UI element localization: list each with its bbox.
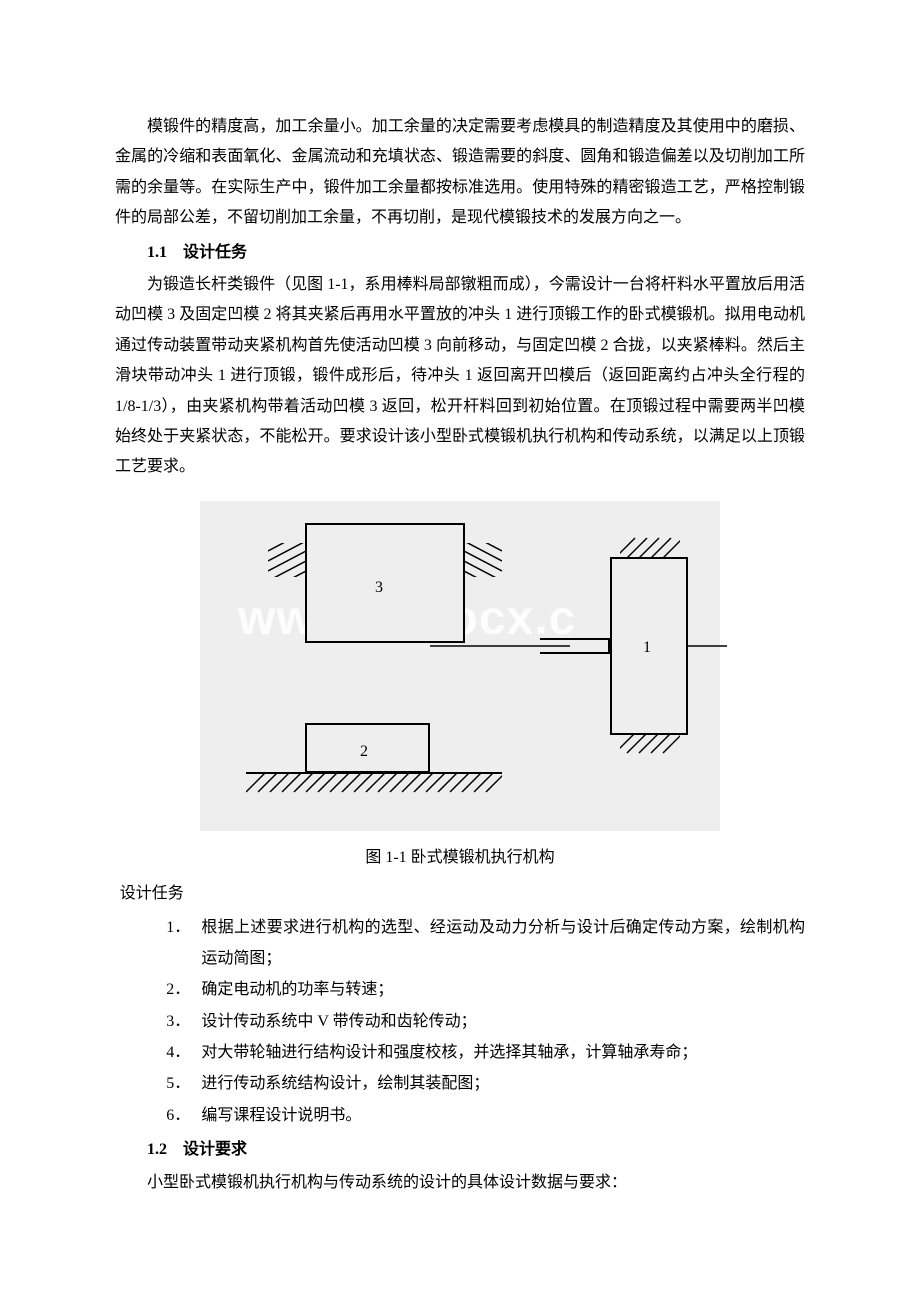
task-number: 3． (166, 1007, 190, 1037)
list-item: 5． 进行传动系统结构设计，绘制其装配图； (166, 1069, 805, 1099)
part-3-box (305, 523, 465, 643)
rod-centerline (430, 645, 570, 647)
list-item: 2． 确定电动机的功率与转速； (166, 975, 805, 1005)
list-item: 4． 对大带轮轴进行结构设计和强度校核，并选择其轴承，计算轴承寿命； (166, 1038, 805, 1068)
task-text: 对大带轮轴进行结构设计和强度校核，并选择其轴承，计算轴承寿命； (201, 1044, 697, 1061)
intro-paragraph: 模锻件的精度高，加工余量小。加工余量的决定需要考虑模具的制造精度及其使用中的磨损… (115, 112, 805, 234)
list-item: 6． 编写课程设计说明书。 (166, 1101, 805, 1131)
hatch-right-lower (620, 733, 680, 759)
figure-1-1-wrapper: www.w docx.c 3 2 1 (200, 501, 720, 873)
section-1-2-heading: 1.2 设计要求 (115, 1135, 805, 1165)
task-text: 编写课程设计说明书。 (201, 1107, 361, 1124)
task-text: 确定电动机的功率与转速； (201, 981, 393, 998)
task-list: 1． 根据上述要求进行机构的选型、经运动及动力分析与设计后确定传动方案，绘制机构… (115, 913, 805, 1131)
figure-1-1-diagram: www.w docx.c 3 2 1 (200, 501, 720, 831)
rod-centerline-right (687, 645, 727, 647)
hatch-top-left (268, 543, 306, 577)
tasks-heading: 设计任务 (115, 879, 805, 909)
task-number: 2． (166, 975, 190, 1005)
task-text: 设计传动系统中 V 带传动和齿轮传动； (201, 1013, 476, 1030)
part-1-label: 1 (643, 633, 651, 663)
section-1-1-heading: 1.1 设计任务 (115, 238, 805, 268)
design-requirement-paragraph: 小型卧式模锻机执行机构与传动系统的设计的具体设计数据与要求： (115, 1168, 805, 1198)
task-number: 5． (166, 1069, 190, 1099)
part-2-label: 2 (360, 737, 368, 767)
hatch-right-upper (620, 533, 680, 559)
list-item: 3． 设计传动系统中 V 带传动和齿轮传动； (166, 1007, 805, 1037)
task-number: 6． (166, 1101, 190, 1131)
figure-caption: 图 1-1 卧式模锻机执行机构 (200, 843, 720, 873)
task-number: 4． (166, 1038, 190, 1068)
task-number: 1． (166, 913, 190, 943)
list-item: 1． 根据上述要求进行机构的选型、经运动及动力分析与设计后确定传动方案，绘制机构… (166, 913, 805, 974)
design-task-paragraph: 为锻造长杆类锻件（见图 1-1，系用棒料局部镦粗而成），今需设计一台将杆料水平置… (115, 270, 805, 483)
part-3-label: 3 (375, 573, 383, 603)
hatch-ground (246, 772, 502, 802)
task-text: 根据上述要求进行机构的选型、经运动及动力分析与设计后确定传动方案，绘制机构运动简… (201, 919, 805, 966)
hatch-top-right (464, 543, 502, 577)
task-text: 进行传动系统结构设计，绘制其装配图； (201, 1075, 489, 1092)
